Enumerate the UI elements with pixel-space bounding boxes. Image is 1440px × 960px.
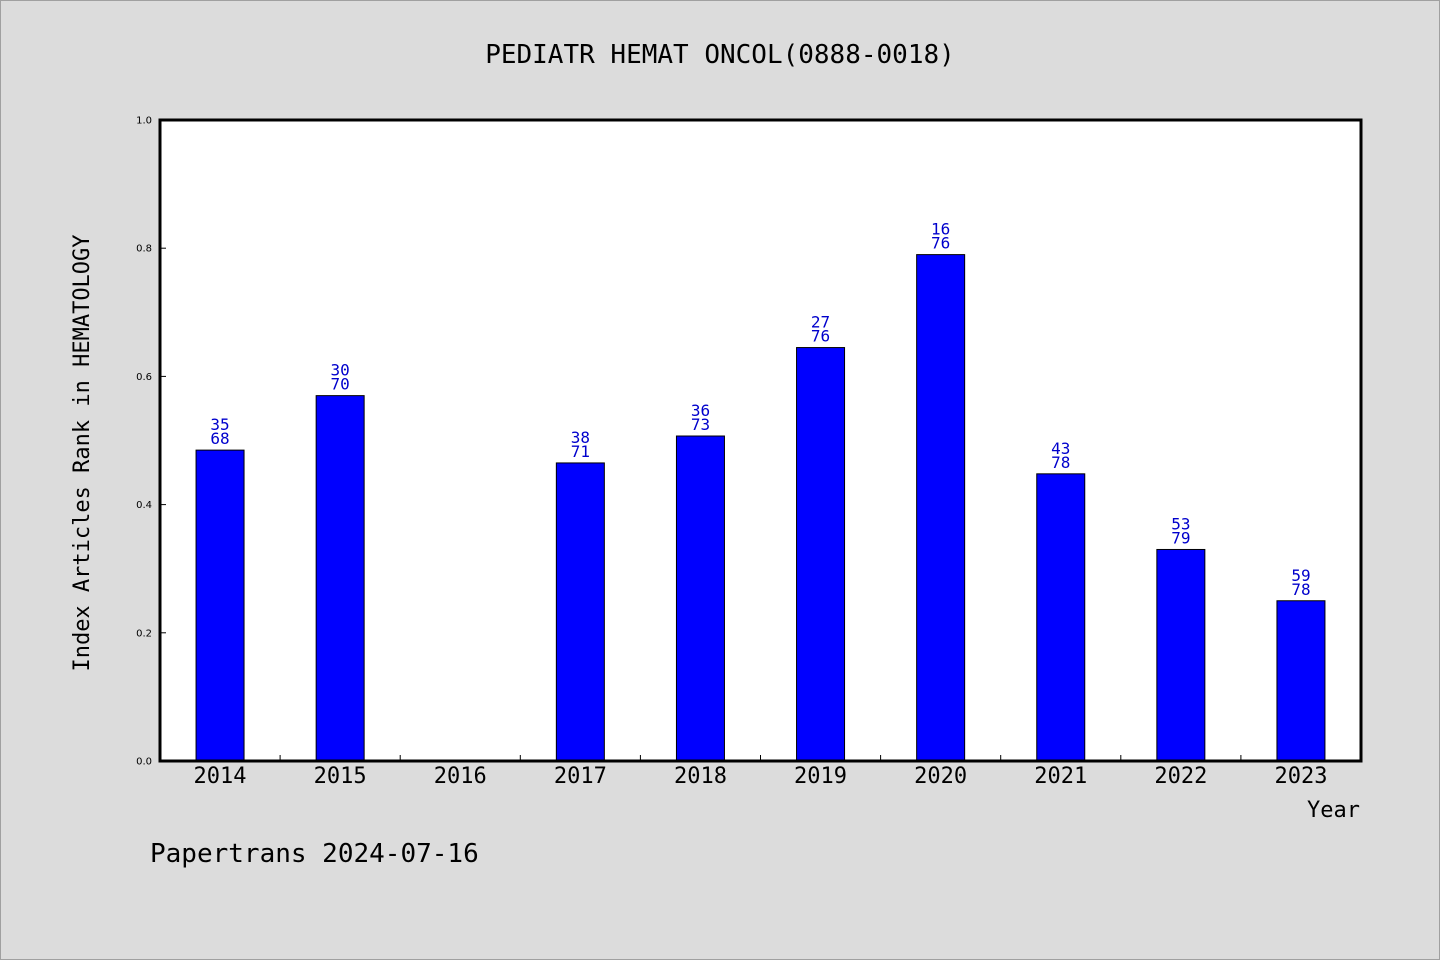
y-tick-label: 0.8 xyxy=(136,244,152,255)
x-tick-label-2017: 2017 xyxy=(554,764,607,789)
bar-total-label-2014: 68 xyxy=(210,429,229,448)
x-tick-label-2018: 2018 xyxy=(674,764,727,789)
bar-total-label-2021: 78 xyxy=(1051,453,1070,472)
bar-2019 xyxy=(796,347,846,762)
y-tick-label: 0.0 xyxy=(136,757,152,768)
bar-2021 xyxy=(1036,473,1086,762)
y-tick-label: 0.4 xyxy=(136,500,152,511)
x-tick-label-2021: 2021 xyxy=(1034,764,1087,789)
bar-rank-label-2019: 27 xyxy=(811,313,830,332)
x-tick-label-2015: 2015 xyxy=(314,764,367,789)
footer-credit: Papertrans 2024-07-16 xyxy=(150,839,479,869)
chart-title: PEDIATR HEMAT ONCOL(0888-0018) xyxy=(485,40,955,70)
bar-rank-label-2018: 36 xyxy=(691,401,710,420)
bar-rank-label-2021: 43 xyxy=(1051,439,1070,458)
bar-rank-label-2020: 16 xyxy=(931,220,950,239)
x-axis-label: Year xyxy=(1307,798,1360,823)
bar-total-label-2019: 76 xyxy=(811,327,830,346)
bar-rank-label-2017: 38 xyxy=(571,428,590,447)
bar-rank-label-2014: 35 xyxy=(210,415,229,434)
bar-2017 xyxy=(555,462,605,762)
bar-2023 xyxy=(1276,600,1326,762)
bar-2015 xyxy=(315,395,365,762)
plot-border xyxy=(158,118,1363,763)
bar-2018 xyxy=(675,435,725,762)
bar-total-label-2017: 71 xyxy=(571,442,590,461)
x-tick-label-2016: 2016 xyxy=(434,764,487,789)
x-tick-label-2022: 2022 xyxy=(1154,764,1207,789)
bar-rank-label-2023: 59 xyxy=(1291,566,1310,585)
bar-rank-label-2022: 53 xyxy=(1171,514,1190,533)
bar-total-label-2015: 70 xyxy=(331,375,350,394)
bar-2020 xyxy=(916,254,966,762)
x-ticks-layer: 2014 2015 2016 2017 2018 2019 2020 2021 2022 2023 xyxy=(194,755,1327,789)
y-tick-label: 0.6 xyxy=(136,372,152,383)
x-tick-label-2014: 2014 xyxy=(194,764,247,789)
bar-total-label-2018: 73 xyxy=(691,415,710,434)
y-tick-label: 1.0 xyxy=(136,116,152,127)
bar-total-label-2020: 76 xyxy=(931,234,950,253)
y-ticks-layer: 0.0 0.2 0.4 0.6 0.8 1.0 xyxy=(136,116,166,768)
bars-layer xyxy=(195,254,1326,762)
bar-rank-label-2015: 30 xyxy=(331,361,350,380)
bar-2014 xyxy=(195,449,245,762)
bar-2022 xyxy=(1156,548,1206,762)
x-tick-label-2020: 2020 xyxy=(914,764,967,789)
x-tick-label-2019: 2019 xyxy=(794,764,847,789)
bar-total-label-2022: 79 xyxy=(1171,528,1190,547)
y-tick-label: 0.2 xyxy=(136,628,152,639)
x-tick-label-2023: 2023 xyxy=(1274,764,1327,789)
y-axis-label: Index Articles Rank in HEMATOLOGY xyxy=(70,234,95,671)
bar-total-label-2023: 78 xyxy=(1291,580,1310,599)
